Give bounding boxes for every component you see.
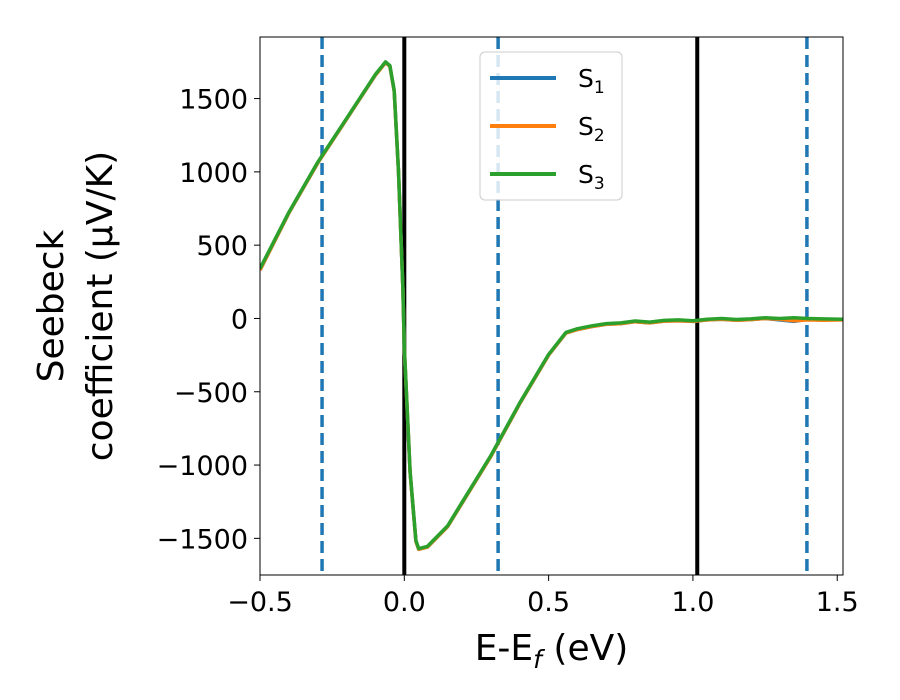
x-tick-label: 1.0 [671,587,714,618]
y-tick-label: 0 [231,304,248,335]
x-axis-label: E-Ef (eV) [475,628,629,674]
y-tick-label: −1500 [157,524,248,555]
legend-label: S1 [578,64,605,98]
y-axis-label-line2: coefficient (μV/K) [80,151,121,461]
legend: S1 S2 S3 [479,51,623,201]
series-line-S3 [260,60,843,551]
legend-label: S3 [578,160,605,194]
y-tick-label: 500 [196,231,248,262]
axes: −0.5 0.0 0.5 1.0 1.5 −1500 −1000 −500 0 500 1000 15… [157,36,859,618]
y-tick-label: 1000 [179,158,248,189]
y-tick-label: −1000 [157,451,248,482]
y-axis-label-line1: Seebeck [31,229,72,382]
y-tick-label: −500 [174,378,248,409]
legend-label: S2 [578,112,605,146]
x-tick-label: 0.5 [527,587,570,618]
y-axis-label: Seebeck coefficient (μV/K) [31,151,121,461]
x-tick-label: 0.0 [383,587,426,618]
y-tick-label: 1500 [179,85,248,116]
plot-frame [259,36,844,576]
x-tick-label: 1.5 [816,587,859,618]
x-tick-label: −0.5 [227,587,293,618]
plot-area [260,37,843,575]
